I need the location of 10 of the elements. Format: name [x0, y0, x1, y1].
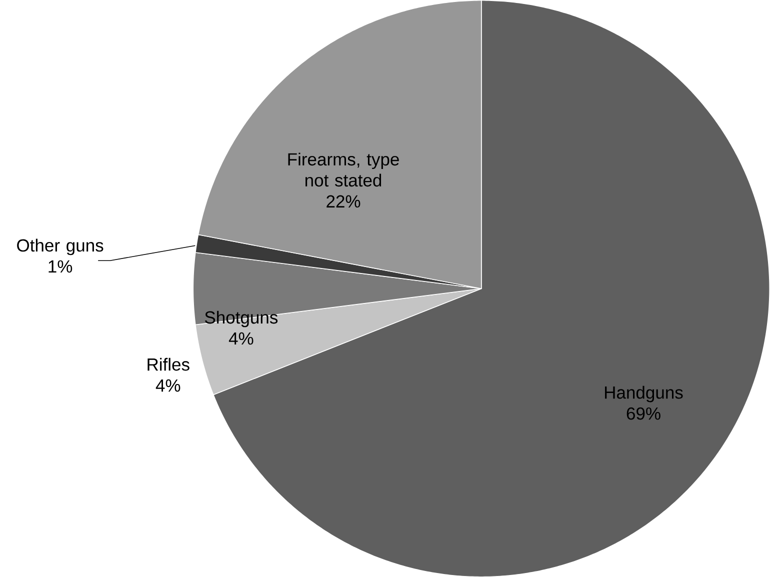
data-label: 4% — [228, 332, 254, 345]
slice-label: Firearms, type not stated — [288, 152, 399, 186]
slice-label: Handguns — [605, 386, 683, 402]
data-label: 22% — [326, 195, 360, 208]
data-label: 1% — [48, 260, 72, 272]
slice-label: Other guns — [17, 238, 104, 255]
data-label: 4% — [156, 379, 180, 392]
slice-label: Rifles — [148, 358, 190, 371]
slice-label: Shotguns — [204, 310, 278, 328]
data-label: 69% — [626, 407, 660, 420]
